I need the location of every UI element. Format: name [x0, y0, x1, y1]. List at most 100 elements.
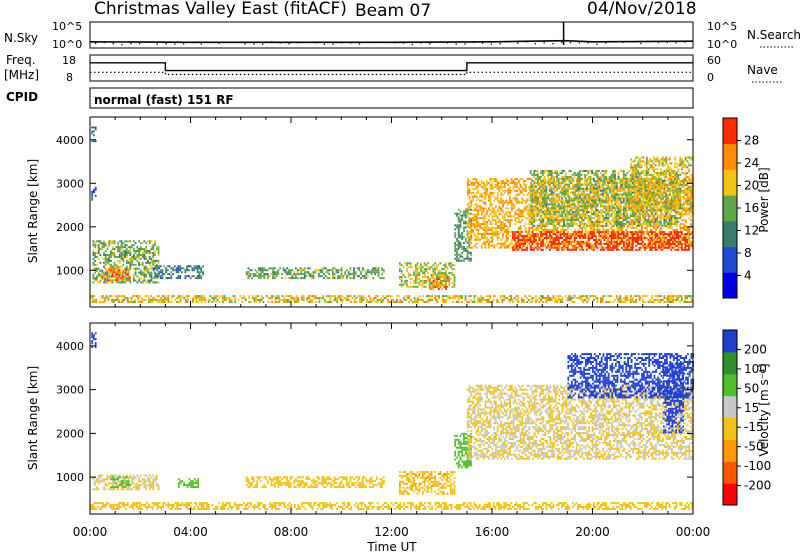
range-cell: [278, 301, 280, 303]
range-cell: [480, 234, 483, 237]
range-cell: [148, 267, 151, 270]
range-cell: [510, 246, 513, 249]
range-cell: [108, 242, 111, 245]
range-cell: [584, 240, 587, 243]
range-cell: [489, 193, 492, 196]
range-cell: [148, 252, 151, 254]
range-cell: [111, 299, 113, 301]
range-cell: [482, 215, 485, 218]
range-cell: [294, 297, 296, 300]
range-cell: [491, 219, 494, 222]
range-cell: [145, 281, 148, 284]
range-cell: [642, 301, 644, 303]
range-cell: [503, 227, 506, 229]
range-cell: [524, 207, 527, 210]
range-cell: [303, 267, 306, 270]
range-cell: [556, 244, 559, 247]
range-cell: [476, 301, 479, 303]
range-cell: [611, 187, 613, 190]
range-cell: [529, 246, 532, 249]
range-cell: [266, 269, 269, 272]
range-cell: [161, 273, 164, 276]
range-cell: [595, 185, 598, 188]
range-cell: [646, 227, 649, 229]
range-cell: [468, 240, 471, 243]
range-cell: [302, 273, 304, 276]
range-cell: [91, 130, 94, 133]
range-cell: [549, 248, 551, 251]
range-cell: [459, 214, 462, 217]
range-cell: [452, 297, 455, 300]
range-cell: [674, 246, 677, 249]
range-cell: [575, 231, 578, 234]
range-cell: [577, 182, 580, 184]
range-cell: [161, 277, 164, 280]
range-cell: [597, 185, 599, 188]
range-cell: [232, 295, 235, 298]
range-cell: [258, 277, 260, 280]
range-cell: [353, 299, 356, 301]
range-cell: [630, 203, 633, 206]
range-cell: [454, 247, 457, 250]
range-cell: [625, 199, 627, 202]
range-cell: [505, 211, 508, 214]
range-cell: [433, 297, 435, 300]
range-cell: [409, 262, 412, 265]
range-cell: [516, 213, 518, 216]
range-cell: [137, 299, 140, 301]
range-cell: [489, 191, 492, 194]
range-cell: [556, 229, 559, 231]
range-cell: [493, 246, 496, 249]
range-cell: [649, 229, 652, 231]
range-cell: [477, 182, 480, 184]
range-cell: [542, 240, 544, 243]
noise-search-point: [499, 43, 501, 45]
range-cell: [556, 231, 558, 234]
range-cell: [325, 295, 328, 298]
range-cell: [362, 295, 365, 298]
range-cell: [255, 295, 258, 298]
range-cell: [209, 295, 212, 298]
range-cell: [111, 275, 114, 278]
range-cell: [179, 267, 181, 270]
range-cell: [619, 227, 622, 229]
range-cell: [94, 271, 97, 274]
range-cell: [234, 301, 236, 303]
range-cell: [443, 299, 446, 301]
range-cell: [607, 211, 610, 214]
range-cell: [517, 239, 520, 241]
range-cell: [172, 295, 175, 298]
range-cell: [554, 234, 557, 237]
range-cell: [624, 295, 627, 298]
range-cell: [479, 232, 481, 235]
range-cell: [140, 250, 142, 253]
range-cell: [259, 271, 262, 274]
range-cell: [577, 191, 580, 194]
range-cell: [91, 190, 94, 193]
range-cell: [611, 219, 613, 222]
range-cell: [544, 191, 547, 194]
range-cell: [339, 295, 342, 298]
range-cell: [607, 199, 610, 202]
range-cell: [283, 301, 286, 303]
range-cell: [96, 252, 98, 254]
range-cell: [684, 295, 687, 298]
range-cell: [538, 239, 541, 241]
range-cell: [155, 281, 158, 284]
range-cell: [358, 267, 361, 270]
range-cell: [464, 238, 467, 241]
range-cell: [628, 189, 631, 192]
range-cell: [179, 269, 181, 272]
range-cell: [663, 211, 666, 214]
range-cell: [207, 299, 210, 301]
range-cell: [387, 299, 389, 301]
range-cell: [417, 299, 419, 301]
range-cell: [429, 286, 431, 288]
range-cell: [99, 269, 102, 272]
range-cell: [514, 213, 517, 216]
range-cell: [568, 242, 571, 245]
range-cell: [156, 301, 159, 303]
range-cell: [590, 229, 592, 231]
range-cell: [120, 246, 123, 249]
range-cell: [297, 299, 300, 301]
